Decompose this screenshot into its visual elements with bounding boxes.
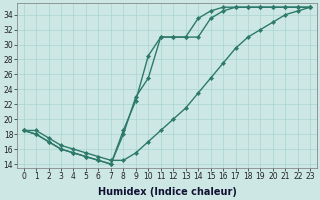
- X-axis label: Humidex (Indice chaleur): Humidex (Indice chaleur): [98, 187, 236, 197]
